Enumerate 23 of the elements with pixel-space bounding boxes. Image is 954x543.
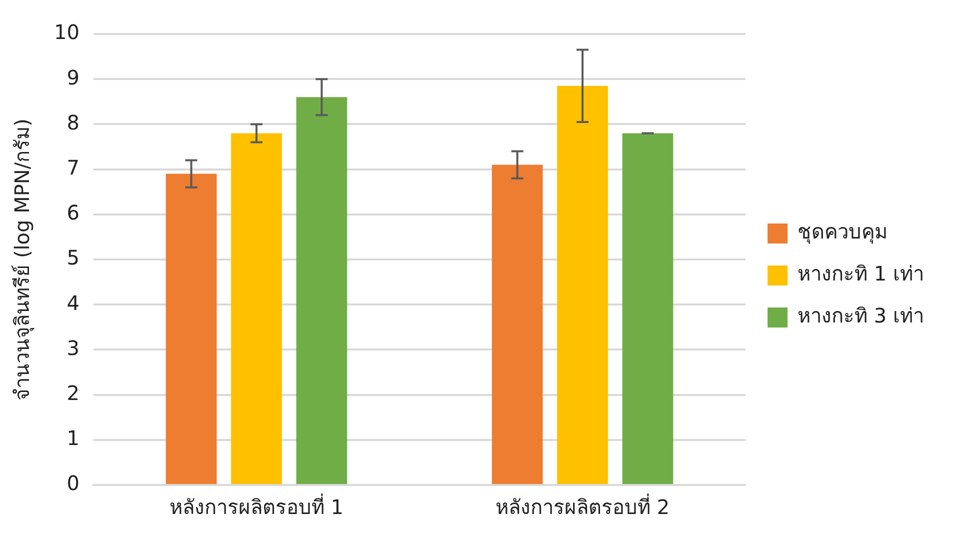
bar xyxy=(622,133,674,484)
x-tick-label: หลังการผลิตรอบที่ 2 xyxy=(495,493,670,520)
bar xyxy=(296,97,348,484)
y-tick-label: 7 xyxy=(66,156,80,180)
y-tick-label: 4 xyxy=(66,290,80,315)
legend-label: หางกะทิ 1 เท่า xyxy=(798,262,924,286)
bar xyxy=(557,86,608,484)
legend-label: ชุดควบคุม xyxy=(798,220,888,245)
y-tick-label: 9 xyxy=(66,65,80,90)
y-tick-label: 0 xyxy=(66,471,80,496)
bar xyxy=(492,164,543,484)
y-tick-label: 3 xyxy=(66,336,80,360)
y-tick-label: 10 xyxy=(54,20,80,44)
y-tick-label: 6 xyxy=(66,200,80,225)
y-tick-label: 5 xyxy=(66,246,80,270)
legend-label: หางกะทิ 3 เท่า xyxy=(798,304,924,328)
x-tick-label: หลังการผลิตรอบที่ 1 xyxy=(169,493,344,520)
y-tick-label: 2 xyxy=(66,381,80,406)
y-tick-label: 1 xyxy=(66,426,80,450)
y-tick-label: 8 xyxy=(66,110,80,134)
bar xyxy=(166,174,217,484)
bar xyxy=(231,133,282,484)
y-axis-title: จำนวนจุลินทรีย์ (log MPN/กรัม) xyxy=(10,118,36,400)
